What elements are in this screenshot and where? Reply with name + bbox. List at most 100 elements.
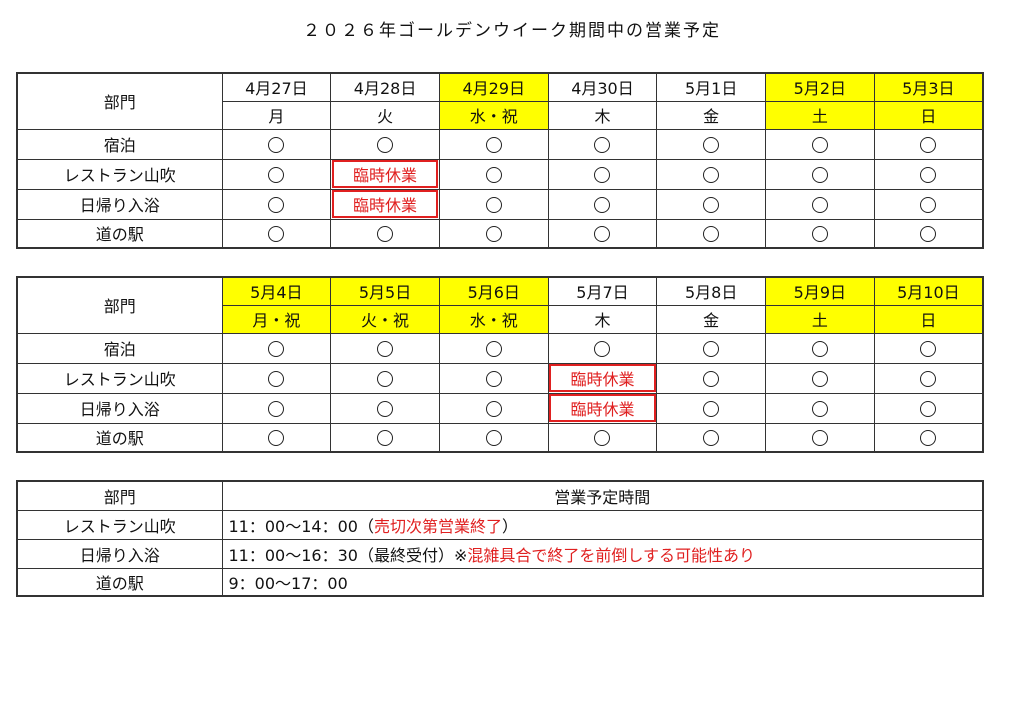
table-row: 日帰り入浴 11：00～16：30（最終受付）※混雑具合で終了を前倒しする可能性あ… <box>16 538 984 569</box>
status-open <box>873 158 984 190</box>
open-circle-icon <box>703 430 720 447</box>
open-circle-icon <box>485 401 502 417</box>
open-circle-icon <box>485 341 502 357</box>
status-open <box>765 158 875 190</box>
open-circle-icon <box>485 430 502 447</box>
date-header: 5月1日 <box>656 72 767 102</box>
date-header: 5月6日 <box>438 276 549 306</box>
status-open <box>438 188 549 220</box>
page-title: ２０２６年ゴールデンウイーク期間中の営業予定 <box>303 21 721 41</box>
weekday-header: 水・祝 <box>438 304 549 334</box>
status-open <box>873 422 984 453</box>
status-open <box>765 218 875 249</box>
table-row: レストラン山吹 臨時休業 <box>16 362 984 394</box>
open-circle-icon <box>920 137 937 153</box>
table-row: 道の駅 <box>16 218 984 249</box>
status-open <box>765 188 875 220</box>
status-open <box>547 128 658 160</box>
open-circle-icon <box>703 197 720 213</box>
schedule-table-week-1: 部門 4月27日 4月28日 4月29日 4月30日 5月1日 5月2日 5月3日月火水・祝木… <box>16 72 984 249</box>
dept-header: 部門 <box>16 72 223 130</box>
date-header: 5月8日 <box>656 276 767 306</box>
open-circle-icon <box>703 371 720 387</box>
open-circle-icon <box>485 371 502 387</box>
table-row: レストラン山吹 臨時休業 <box>16 158 984 190</box>
status-open <box>221 218 332 249</box>
date-header: 4月29日 <box>438 72 549 102</box>
status-open <box>330 392 440 424</box>
hours-header: 営業予定時間 <box>221 480 984 511</box>
open-circle-icon <box>920 226 937 243</box>
weekday-header: 土 <box>765 304 875 334</box>
open-circle-icon <box>268 430 285 447</box>
status-open <box>547 332 658 364</box>
status-open <box>873 188 984 220</box>
open-circle-icon <box>377 341 394 357</box>
dept-header: 部門 <box>16 480 223 511</box>
status-open <box>547 422 658 453</box>
status-open <box>656 332 767 364</box>
date-header: 4月30日 <box>547 72 658 102</box>
date-row: 部門 4月27日 4月28日 4月29日 4月30日 5月1日 5月2日 5月3日 <box>16 72 984 130</box>
dept-name: 道の駅 <box>16 422 223 453</box>
status-open <box>221 158 332 190</box>
status-open <box>221 332 332 364</box>
open-circle-icon <box>377 430 394 447</box>
status-open <box>438 332 549 364</box>
table-row: 道の駅 9：00～17：00 <box>16 567 984 597</box>
table-row: 日帰り入浴 臨時休業 <box>16 188 984 220</box>
status-open <box>765 332 875 364</box>
status-open <box>547 158 658 190</box>
dept-name: 日帰り入浴 <box>16 188 223 220</box>
date-header: 5月7日 <box>547 276 658 306</box>
schedule-table-week-2: 部門 5月4日 5月5日 5月6日 5月7日 5月8日 5月9日 5月10日 月・祝 火・祝 水・祝… <box>16 276 984 453</box>
open-circle-icon <box>811 197 828 213</box>
date-header: 5月5日 <box>330 276 440 306</box>
hours-cell: 9：00～17：00 <box>221 567 984 597</box>
table-row: 宿泊 <box>16 128 984 160</box>
dept-header: 部門 <box>16 276 223 334</box>
open-circle-icon <box>594 341 611 357</box>
dept-name: 宿泊 <box>16 128 223 160</box>
table-row: レストラン山吹 11：00～14：00（売切次第営業終了） <box>16 509 984 540</box>
status-open <box>656 422 767 453</box>
date-header: 5月4日 <box>221 276 332 306</box>
open-circle-icon <box>485 167 502 183</box>
open-circle-icon <box>268 401 285 417</box>
weekday-header: 日 <box>873 304 984 334</box>
date-header: 5月2日 <box>765 72 875 102</box>
date-row: 部門 5月4日 5月5日 5月6日 5月7日 5月8日 5月9日 5月10日 <box>16 276 984 334</box>
status-open <box>765 422 875 453</box>
open-circle-icon <box>920 401 937 417</box>
status-open <box>221 362 332 394</box>
open-circle-icon <box>811 137 828 153</box>
status-open <box>547 218 658 249</box>
weekday-row: 月火水・祝木金土日 <box>17 100 984 130</box>
open-circle-icon <box>920 430 937 447</box>
status-open <box>656 188 767 220</box>
table-row: 道の駅 <box>16 422 984 453</box>
status-open <box>438 422 549 453</box>
open-circle-icon <box>811 341 828 357</box>
hours-time: 9：00～17：00 <box>228 573 348 593</box>
dept-name: 日帰り入浴 <box>16 392 223 424</box>
status-open <box>873 362 984 394</box>
weekday-header: 金 <box>656 304 767 334</box>
weekday-header: 火・祝 <box>330 304 440 334</box>
dept-name: 宿泊 <box>16 332 223 364</box>
status-open <box>873 128 984 160</box>
open-circle-icon <box>268 226 285 243</box>
weekday-header: 月 <box>221 100 332 130</box>
table-row: 宿泊 <box>16 332 984 364</box>
status-open <box>656 158 767 190</box>
open-circle-icon <box>920 197 937 213</box>
hours-note: 混雑具合で終了を前倒しする可能性あり <box>467 545 756 565</box>
hours-time: 11：00～16：30（最終受付）※ <box>228 545 468 565</box>
status-open <box>438 128 549 160</box>
date-header: 5月9日 <box>765 276 875 306</box>
weekday-row: 月・祝 火・祝 水・祝木金土日 <box>17 304 984 334</box>
hours-time: 11：00～14：00（ <box>228 516 374 536</box>
open-circle-icon <box>377 137 394 153</box>
hours-after: ） <box>501 516 518 536</box>
dept-name: レストラン山吹 <box>16 362 223 394</box>
